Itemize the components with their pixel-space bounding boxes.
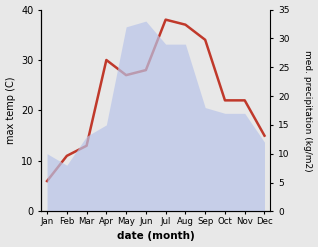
Y-axis label: med. precipitation (kg/m2): med. precipitation (kg/m2) — [303, 50, 313, 171]
Y-axis label: max temp (C): max temp (C) — [5, 77, 16, 144]
X-axis label: date (month): date (month) — [117, 231, 195, 242]
